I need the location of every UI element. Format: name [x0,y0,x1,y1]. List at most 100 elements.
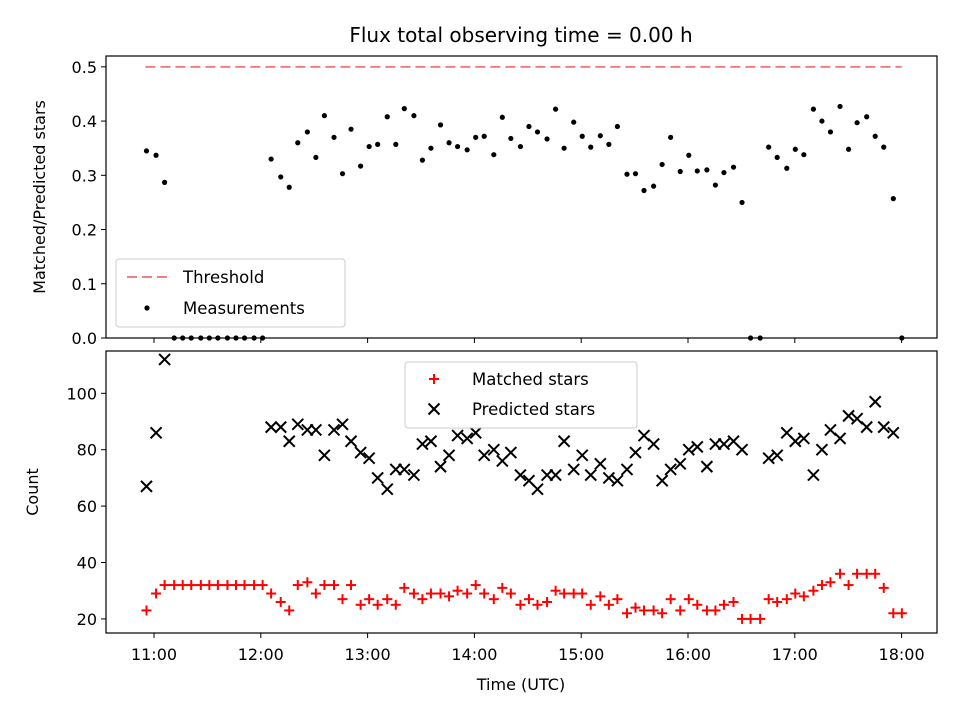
matched-star-point [151,588,162,599]
predicted-star-point [362,451,376,465]
matched-star-point [337,594,348,605]
predicted-star-point [629,446,642,459]
predicted-star-point [336,418,349,431]
x-axis-label: Time (UTC) [476,675,565,694]
top-x-axis-ticks [153,338,903,343]
measurement-point [694,168,700,174]
predicted-star-point [478,449,491,462]
top-y-tick-label: 0.4 [72,112,97,131]
measurement-point [393,141,399,147]
matched-star-point [657,608,668,619]
matched-star-point [257,580,268,591]
measurement-point [890,196,896,202]
measurement-point [632,171,639,177]
matched-star-point [399,582,410,593]
matched-star-point [444,591,455,602]
matched-star-point [505,588,516,599]
matched-star-point [728,596,739,607]
x-tick-label: 18:00 [879,645,925,664]
predicted-star-point [869,395,882,408]
matched-star-point [523,594,534,605]
matched-star-point [825,577,836,588]
matched-star-point [239,580,250,591]
predicted-star-point [283,435,296,448]
legend-predicted-swatch [427,402,441,416]
matched-star-point [861,568,872,579]
measurement-point [730,164,737,170]
predicted-star-point [877,420,890,434]
predicted-star-point [318,449,331,462]
predicted-star-point [647,437,660,451]
measurement-point [624,171,630,177]
measurement-point [278,174,284,180]
matched-star-point [177,580,188,591]
legend-matched-marker [429,374,439,384]
measurement-point [712,182,719,188]
predicted-stars-points [140,353,900,496]
legend-threshold-label: Threshold [182,268,264,287]
matched-star-point [346,580,357,591]
measurement-point [161,179,168,185]
bottom-legend: Matched stars Predicted stars [404,361,638,429]
matched-star-point [355,599,366,610]
matched-star-point [159,580,170,591]
measurement-point [864,114,870,120]
matched-star-point [568,588,579,599]
matched-star-point [497,582,508,593]
measurement-point [739,199,745,206]
measurement-point [845,146,852,152]
predicted-star-point [770,449,784,462]
matched-star-point [417,594,428,605]
matched-star-point [737,613,748,624]
top-y-axis-label: Matched/Predicted stars [30,100,49,294]
x-tick-label: 17:00 [772,645,818,664]
measurement-point [872,133,878,139]
matched-star-point [585,599,596,610]
matched-star-point [648,605,659,616]
measurement-point [534,129,541,135]
legend-matched-label: Matched stars [472,370,589,389]
measurement-point [597,133,603,139]
measurement-point [606,141,612,147]
matched-star-point [230,580,241,591]
measurement-point [464,147,470,153]
measurement-point [837,103,843,110]
matched-star-point [141,605,152,616]
predicted-star-point [655,474,669,487]
predicted-star-point [504,446,518,459]
measurement-point [686,152,692,158]
matched-star-point [559,588,570,599]
matched-star-point [212,580,223,591]
predicted-star-point [469,426,482,439]
predicted-star-point [620,463,634,476]
matched-star-point [408,588,419,599]
predicted-star-point [434,460,447,473]
matched-star-point [843,580,854,591]
measurement-point [401,106,407,112]
predicted-star-point [344,435,358,448]
measurement-point [481,133,487,139]
bottom-legend-box [404,361,638,429]
predicted-star-point [407,468,421,482]
matched-star-point [532,599,543,610]
matched-star-point [816,580,827,591]
x-tick-label: 12:00 [238,645,284,664]
measurement-point [153,152,159,158]
top-plot-frame [105,55,938,339]
bottom-plot-frame [105,350,938,634]
matched-star-point [372,599,383,610]
matched-star-point [542,596,553,607]
matched-star-point [603,599,614,610]
matched-star-point [222,580,233,591]
measurement-point [526,123,532,130]
predicted-star-point [860,420,873,434]
chart-title: Flux total observing time = 0.00 h [349,23,692,47]
measurement-point [571,119,577,125]
measurement-points [143,103,905,341]
measurement-point [508,135,514,142]
predicted-star-point [309,423,323,437]
matched-star-point [479,588,490,599]
matched-star-point [745,613,756,624]
measurement-point [411,113,417,119]
predicted-star-point [602,471,616,485]
